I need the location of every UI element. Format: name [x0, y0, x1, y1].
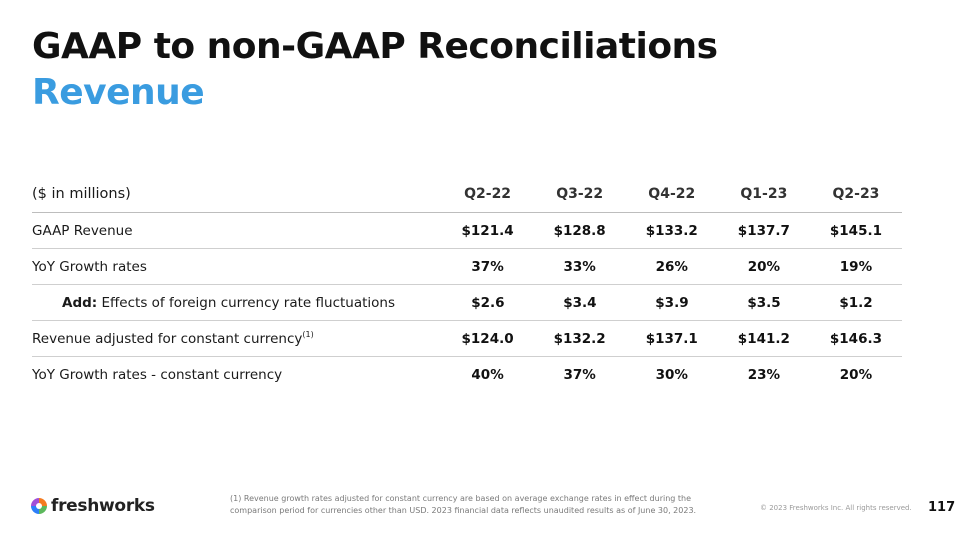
page-title: GAAP to non-GAAP Reconciliations [32, 26, 718, 67]
column-header: Q4-22 [648, 186, 696, 202]
table-cell: $133.2 [645, 222, 698, 239]
table-cell: 19% [839, 258, 873, 275]
table-row-constant-currency-growth: YoY Growth rates - constant currency 40%… [32, 357, 902, 392]
table-cell: 30% [655, 366, 688, 383]
table-cell: $137.7 [737, 222, 790, 239]
row-label-text: Effects of foreign currency rate fluctua… [97, 294, 396, 311]
table-cell: $128.8 [553, 222, 606, 239]
reconciliation-table: ($ in millions) Q2-22 Q3-22 Q4-22 Q1-23 … [32, 176, 902, 392]
row-label: YoY Growth rates - constant currency [32, 366, 283, 383]
row-label: YoY Growth rates [32, 258, 147, 275]
table-cell: $3.4 [563, 294, 597, 311]
table-cell: $1.2 [839, 294, 873, 311]
table-cell: $3.9 [655, 294, 689, 311]
column-header: Q2-23 [832, 186, 880, 202]
table-cell: $3.5 [747, 294, 781, 311]
freshworks-logo: freshworks [30, 496, 155, 516]
table-cell: 40% [471, 366, 504, 383]
table-cell: 37% [471, 258, 504, 275]
table-row-gaap-revenue: GAAP Revenue $121.4 $128.8 $133.2 $137.7… [32, 213, 902, 249]
table-cell: $124.0 [461, 330, 514, 347]
table-cell: $2.6 [471, 294, 505, 311]
row-label: Add: Effects of foreign currency rate fl… [32, 295, 442, 311]
row-label: Revenue adjusted for constant currency(1… [32, 330, 442, 347]
page-subtitle: Revenue [32, 72, 205, 113]
table-cell: 37% [563, 366, 596, 383]
column-header: Q1-23 [740, 186, 788, 202]
page-number: 117 [928, 500, 956, 515]
units-label: ($ in millions) [32, 186, 131, 202]
table-cell: 33% [563, 258, 596, 275]
footnote-marker: (1) [302, 330, 314, 339]
column-header: Q3-22 [556, 186, 604, 202]
logo-text: freshworks [51, 496, 155, 516]
table-cell: 23% [747, 366, 781, 383]
footnote: (1) Revenue growth rates adjusted for co… [230, 494, 697, 515]
table-cell: 20% [747, 258, 781, 275]
table-row-fx-effects: Add: Effects of foreign currency rate fl… [32, 285, 902, 321]
table-cell: $132.2 [553, 330, 606, 347]
table-cell: 20% [839, 366, 873, 383]
copyright: © 2023 Freshworks Inc. All rights reserv… [760, 504, 912, 512]
table-cell: $145.1 [829, 222, 882, 239]
row-label-prefix: Add: [62, 294, 98, 311]
table-cell: $146.3 [829, 330, 882, 347]
row-label: GAAP Revenue [32, 222, 133, 239]
table-header-row: ($ in millions) Q2-22 Q3-22 Q4-22 Q1-23 … [32, 176, 902, 213]
table-cell: $121.4 [461, 222, 514, 239]
column-header: Q2-22 [464, 186, 512, 202]
table-cell: 26% [655, 258, 688, 275]
table-cell: $141.2 [737, 330, 790, 347]
table-cell: $137.1 [645, 330, 698, 347]
row-label-text: Revenue adjusted for constant currency [32, 331, 303, 347]
table-row-yoy-growth: YoY Growth rates 37% 33% 26% 20% 19% [32, 249, 902, 285]
freshworks-logo-icon [30, 497, 48, 515]
table-row-constant-currency-revenue: Revenue adjusted for constant currency(1… [32, 321, 902, 357]
